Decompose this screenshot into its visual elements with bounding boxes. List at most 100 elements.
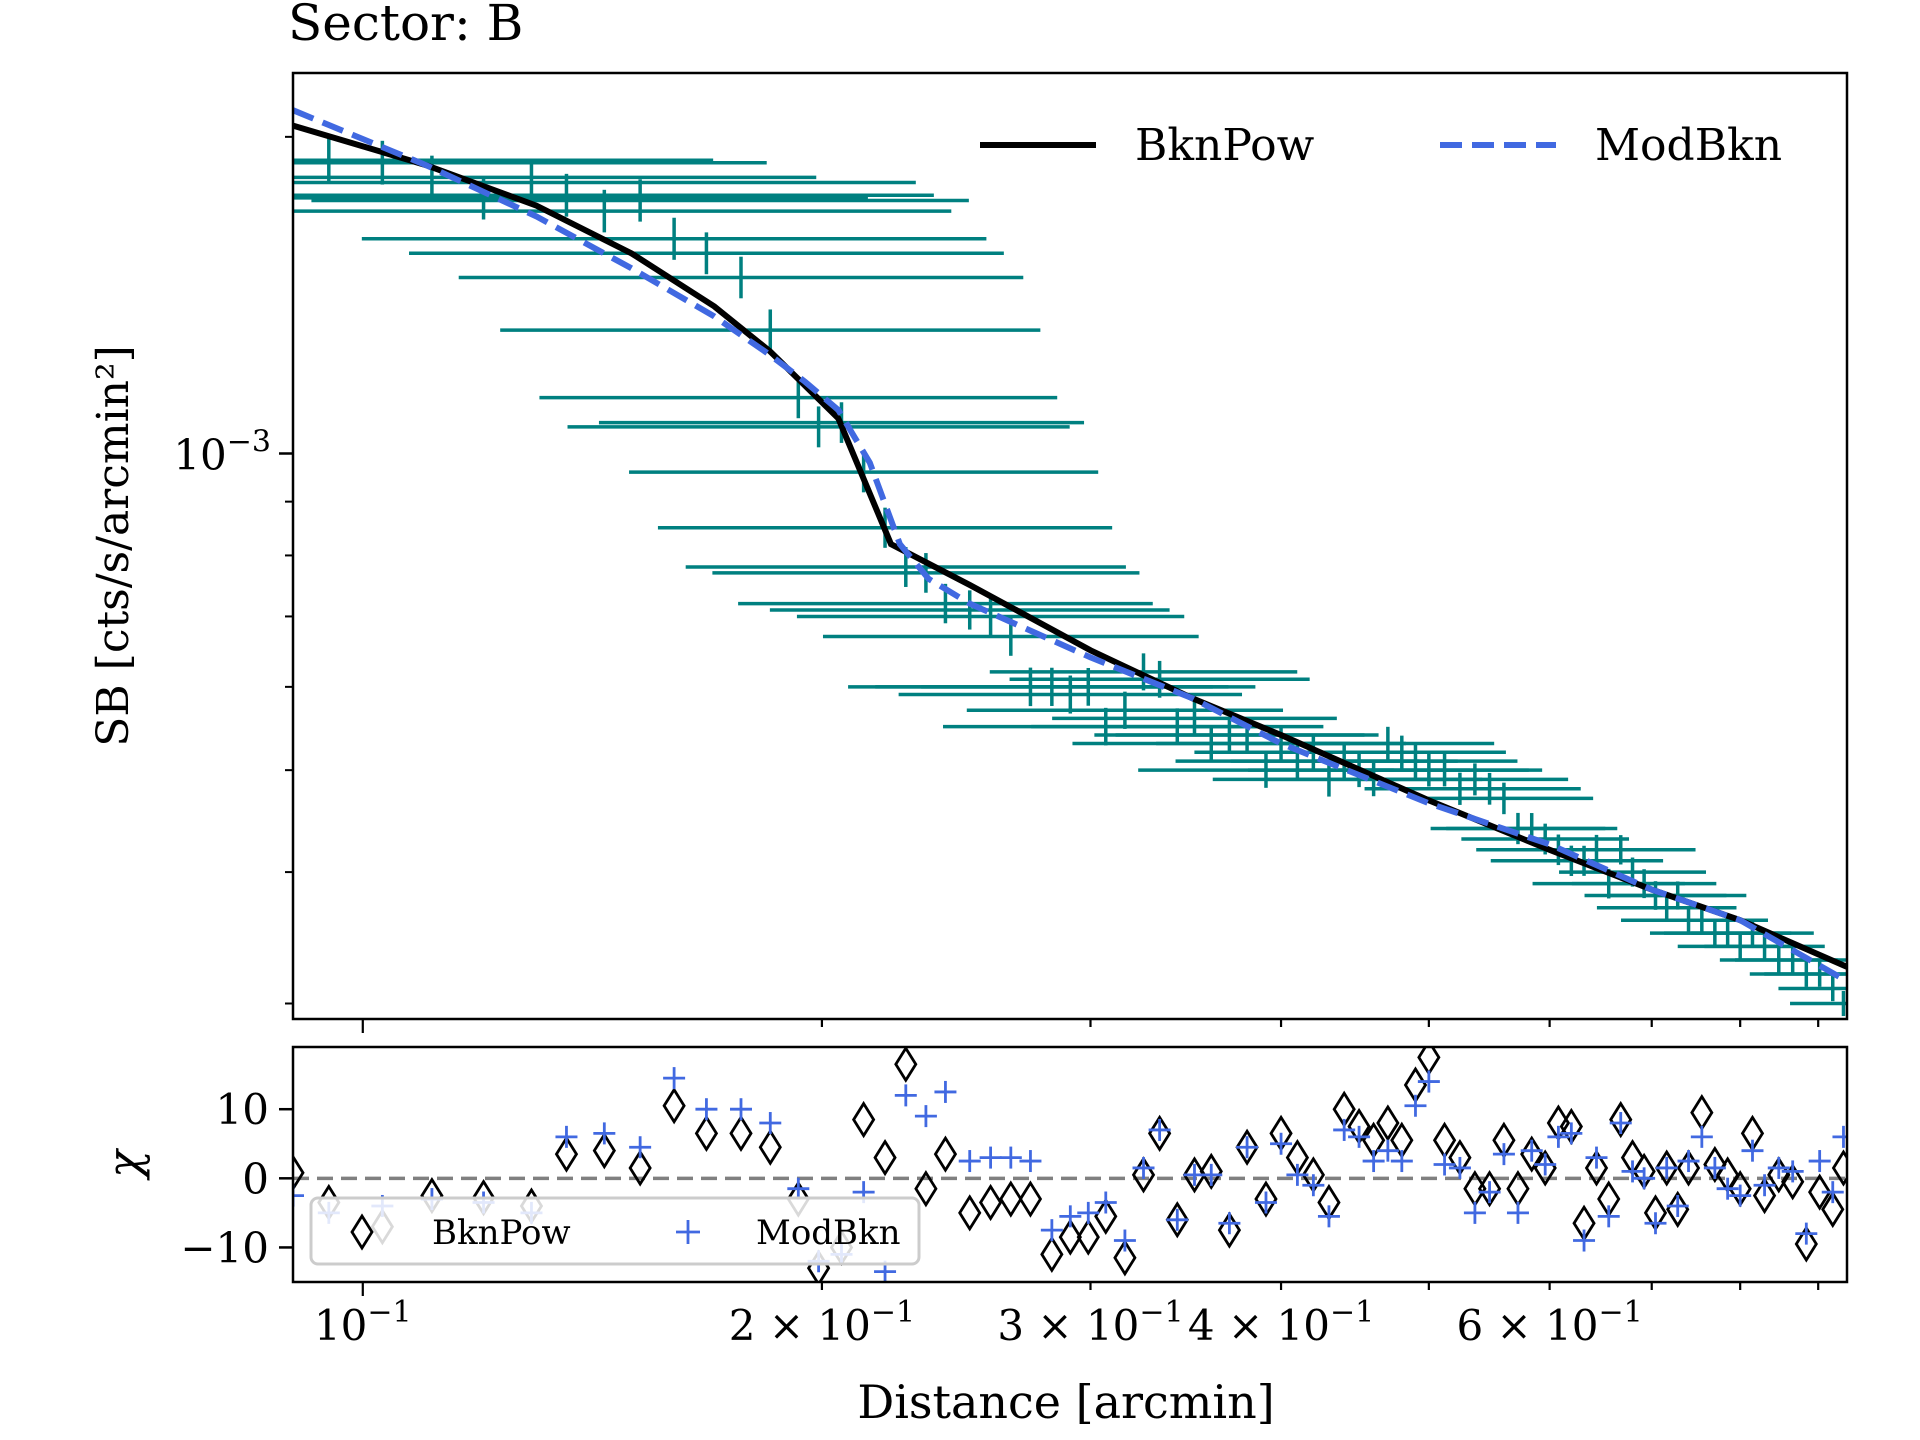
residual-marker-bknpow [1217, 1211, 1242, 1249]
residual-marker-bknpow [1666, 1190, 1690, 1229]
residual-marker-modbkn [1286, 1163, 1309, 1186]
residual-marker-modbkn [729, 1098, 752, 1121]
residual-marker-modbkn [293, 1184, 304, 1207]
residual-marker-modbkn [1547, 1125, 1570, 1148]
residual-marker-modbkn [1753, 1174, 1776, 1197]
data-point [1545, 835, 1696, 865]
x-tick-exponent: −1 [367, 1295, 411, 1330]
residual-marker-bknpow [1752, 1176, 1777, 1215]
residual-marker-bknpow [978, 1183, 1003, 1222]
residual-marker-modbkn [1585, 1146, 1608, 1169]
residual-marker-bknpow [1165, 1201, 1189, 1239]
data-point [311, 179, 969, 222]
residual-marker-bknpow [1113, 1239, 1137, 1277]
residual-marker-bknpow [894, 1047, 918, 1083]
residual-marker-modbkn [1059, 1205, 1082, 1228]
residual-marker-bknpow [1794, 1225, 1818, 1263]
residual-marker-bknpow [1767, 1156, 1791, 1194]
residual-marker-bknpow [1808, 1173, 1832, 1211]
residual-marker-modbkn [1478, 1181, 1501, 1204]
data-point [1313, 744, 1518, 778]
residual-marker-modbkn [629, 1136, 652, 1159]
residual-marker-modbkn [1573, 1229, 1596, 1252]
residual-marker-modbkn [759, 1112, 782, 1135]
y-tick-exponent: −3 [227, 424, 271, 459]
residual-marker-modbkn [1716, 1177, 1739, 1200]
data-point [293, 189, 952, 233]
residual-marker-modbkn [1433, 1153, 1456, 1176]
data-point [1281, 726, 1495, 761]
x-tick-exponent: −1 [1599, 1295, 1643, 1330]
data-point [1031, 708, 1324, 745]
residual-marker-bknpow [1533, 1149, 1557, 1187]
residual-marker-modbkn [1404, 1094, 1427, 1117]
residual-legend: BknPow ModBkn [309, 1196, 921, 1266]
residual-marker-bknpow [1831, 1149, 1847, 1187]
chart-title: Sector: B [288, 0, 523, 52]
residual-marker-bknpow [554, 1135, 579, 1173]
residual-y-tick-label: 10 [216, 1085, 269, 1134]
x-tick-label: 4 × 10−1 [1188, 1295, 1374, 1350]
data-point [458, 256, 1024, 299]
residual-marker-bknpow [873, 1138, 897, 1177]
residual-marker-bknpow [1690, 1094, 1714, 1132]
residual-marker-modbkn [1218, 1212, 1241, 1235]
residual-marker-modbkn [1417, 1070, 1440, 1093]
data-point [966, 691, 1284, 729]
residual-marker-bknpow [1609, 1100, 1633, 1139]
residual-marker-bknpow [933, 1135, 958, 1173]
residual-marker-bknpow [694, 1114, 719, 1153]
residual-marker-modbkn [1236, 1136, 1259, 1159]
residual-marker-modbkn [1390, 1150, 1413, 1173]
residual-marker-bknpow [1821, 1190, 1845, 1229]
residual-marker-modbkn [663, 1067, 686, 1090]
data-point [1764, 961, 1847, 987]
residual-marker-modbkn [1560, 1122, 1583, 1145]
residual-marker-modbkn [1094, 1191, 1117, 1214]
residual-y-tick-label: 0 [242, 1154, 269, 1203]
data-point [567, 406, 1070, 448]
x-tick-label: 10−1 [314, 1295, 412, 1350]
residual-marker-bknpow [851, 1100, 876, 1139]
data-point [293, 155, 817, 200]
residual-marker-bknpow [1520, 1135, 1544, 1173]
residual-y-tick-label: −10 [180, 1223, 269, 1272]
x-tick-exponent: −1 [871, 1295, 915, 1330]
residual-marker-modbkn [787, 1177, 810, 1200]
residual-marker-modbkn [1166, 1208, 1189, 1231]
residual-marker-modbkn [1270, 1132, 1293, 1155]
residual-marker-modbkn [555, 1125, 578, 1148]
data-point [1346, 753, 1543, 787]
residual-legend-diamond [350, 1213, 374, 1251]
residual-marker-modbkn [695, 1098, 718, 1121]
residual-marker-modbkn [1362, 1150, 1385, 1173]
residual-marker-modbkn [1463, 1201, 1486, 1224]
x-tick-label: 6 × 10−1 [1456, 1295, 1642, 1350]
residual-marker-bknpow [1094, 1197, 1118, 1235]
residual-y-axis-label: χ [97, 1147, 151, 1181]
x-tick-label: 2 × 10−1 [729, 1295, 915, 1350]
data-point [1414, 782, 1594, 815]
residual-marker-modbkn [1040, 1219, 1063, 1242]
residual-marker-modbkn [1655, 1156, 1678, 1179]
residual-marker-modbkn [593, 1122, 616, 1145]
residual-marker-bknpow [1076, 1218, 1100, 1256]
residual-marker-modbkn [1767, 1156, 1790, 1179]
data-point [1297, 735, 1506, 769]
series-line-modbkn [293, 107, 1847, 984]
residual-marker-bknpow [1676, 1149, 1701, 1187]
y-tick-label: 10−3 [173, 424, 271, 479]
data-point [539, 377, 1058, 419]
data-point [1790, 990, 1847, 1017]
main-plot-frame [291, 71, 1849, 1021]
residual-marker-modbkn [1302, 1174, 1325, 1197]
residual-marker-modbkn [1019, 1150, 1042, 1173]
residual-legend-label-modbkn: ModBkn [756, 1213, 901, 1253]
series-line-bknpow [293, 122, 1847, 970]
data-point [293, 138, 714, 183]
residual-marker-bknpow [1655, 1149, 1679, 1187]
residual-marker-bknpow [1432, 1121, 1457, 1159]
residual-marker-modbkn [1113, 1229, 1136, 1252]
residual-marker-bknpow [662, 1087, 686, 1125]
residual-marker-modbkn [1448, 1156, 1471, 1179]
